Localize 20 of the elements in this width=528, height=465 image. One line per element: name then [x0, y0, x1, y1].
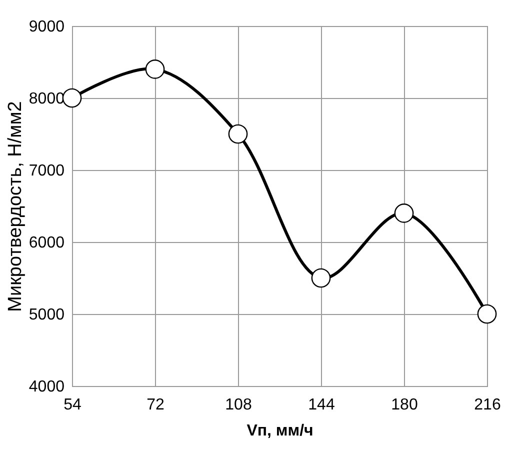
- point: [228, 124, 248, 144]
- point: [145, 60, 165, 79]
- point: [311, 268, 331, 288]
- x-tick-label: 144: [308, 396, 335, 414]
- x-tick-label: 216: [474, 396, 501, 414]
- y-axis-title: Микротвердость, Н/мм2: [4, 101, 26, 312]
- y-tick-label: 5000: [28, 306, 65, 324]
- point: [394, 204, 414, 223]
- x-tick-label: 72: [146, 396, 164, 414]
- y-tick-label: 4000: [28, 378, 65, 396]
- point: [477, 304, 497, 324]
- y-tick-label: 8000: [28, 90, 65, 108]
- x-tick-label: 54: [64, 396, 82, 414]
- point: [62, 88, 82, 108]
- x-tick-label: 180: [391, 396, 418, 414]
- x-axis-title: Vп, мм/ч: [246, 422, 314, 440]
- y-tick-label: 7000: [28, 162, 65, 180]
- x-tick-label: 108: [225, 396, 252, 414]
- y-tick-label: 9000: [28, 18, 65, 36]
- y-tick-label: 6000: [28, 234, 65, 252]
